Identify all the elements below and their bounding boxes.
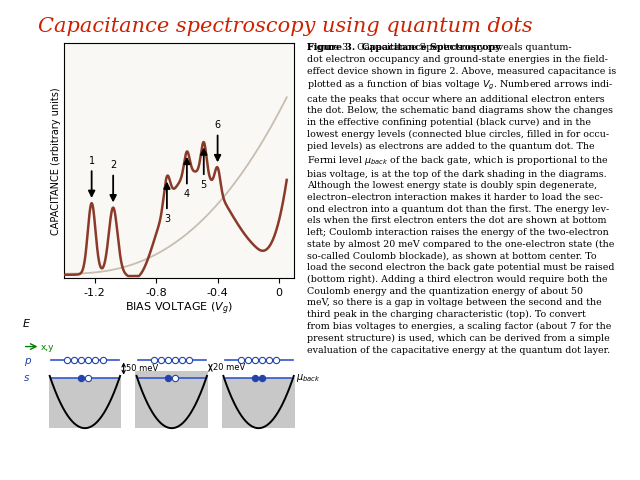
Text: Figure 3.  Capacitance Spectroscopy: Figure 3. Capacitance Spectroscopy (307, 43, 501, 52)
Text: p: p (24, 356, 31, 366)
Text: 50 meV: 50 meV (126, 364, 158, 373)
Text: 2: 2 (110, 160, 116, 201)
Text: 6: 6 (214, 120, 221, 160)
Bar (136, 371, 208, 428)
Text: 20 meV: 20 meV (212, 363, 245, 372)
Text: Figure 3.  Capacitance Spectroscopy reveals quantum-
dot electron occupancy and : Figure 3. Capacitance Spectroscopy revea… (307, 43, 616, 355)
Text: x,y: x,y (41, 343, 54, 352)
Text: 3: 3 (164, 183, 170, 224)
Text: Capacitance spectroscopy using quantum dots: Capacitance spectroscopy using quantum d… (38, 17, 533, 36)
Text: 5: 5 (201, 149, 207, 190)
Text: $\mu_{back}$: $\mu_{back}$ (296, 372, 321, 384)
Bar (222, 378, 295, 428)
X-axis label: BIAS VOLTAGE ($V_g$): BIAS VOLTAGE ($V_g$) (125, 301, 233, 317)
Text: E: E (23, 319, 29, 329)
Y-axis label: CAPACITANCE (arbitrary units): CAPACITANCE (arbitrary units) (51, 87, 61, 235)
Bar (49, 378, 121, 428)
Text: 1: 1 (88, 156, 95, 196)
Text: s: s (24, 372, 29, 383)
Text: 4: 4 (184, 159, 190, 199)
